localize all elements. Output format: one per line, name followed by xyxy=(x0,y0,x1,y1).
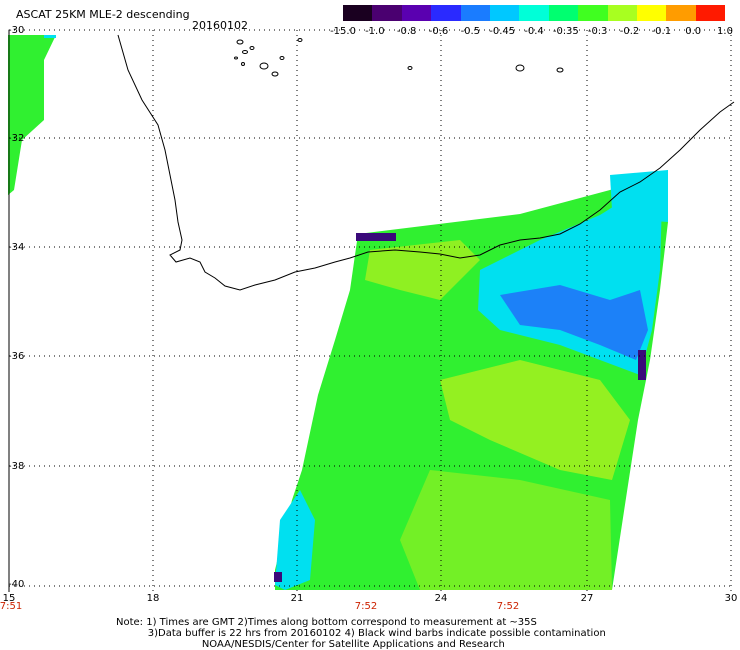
swath-area xyxy=(8,35,56,195)
swath-area xyxy=(610,170,668,222)
map-title: ASCAT 25KM MLE-2 descending xyxy=(16,8,190,21)
colorbar-swatch xyxy=(578,5,608,21)
colorbar-swatch xyxy=(401,5,432,21)
note-line-1: Note: 1) Times are GMT 2)Times along bot… xyxy=(116,617,537,628)
colorbar-swatch xyxy=(372,5,402,21)
colorbar-label: -0.5 xyxy=(460,26,481,37)
swath-contamination xyxy=(638,350,646,380)
island-outline xyxy=(259,62,269,70)
colorbar-label: -0.6 xyxy=(428,26,449,37)
lon-label-30: 30 xyxy=(724,593,738,604)
lat-label-38: -38 xyxy=(8,461,25,472)
colorbar-label: -15.0 xyxy=(330,26,356,37)
lat-label-40: -40 xyxy=(8,579,25,590)
colorbar-swatch xyxy=(636,5,667,21)
colorbar-label: -0.35 xyxy=(552,26,579,37)
footnotes: Note: 1) Times are GMT 2)Times along bot… xyxy=(116,617,606,650)
colorbar-swatch xyxy=(519,5,549,21)
swath-area xyxy=(44,35,56,38)
island-outline xyxy=(271,71,279,77)
colorbar-swatch xyxy=(489,5,520,21)
colorbar xyxy=(343,5,726,21)
lat-label-36: -36 xyxy=(8,351,25,362)
time-label: 7:51 xyxy=(0,601,23,612)
swath-area xyxy=(500,285,648,360)
lat-label-32: -32 xyxy=(8,133,25,144)
colorbar-label: -0.4 xyxy=(524,26,544,37)
colorbar-swatch xyxy=(431,5,461,21)
coastline xyxy=(117,34,735,291)
grid-lines xyxy=(8,29,732,592)
colorbar-label: -0.1 xyxy=(651,26,672,37)
lat-label-34: -34 xyxy=(8,242,25,253)
colorbar-swatch xyxy=(607,5,637,21)
lon-label-15: 15 xyxy=(2,593,16,604)
swath-area xyxy=(400,470,612,590)
colorbar-swatch xyxy=(666,5,696,21)
coastline-path xyxy=(117,34,735,291)
colorbar-label: -0.8 xyxy=(396,26,417,37)
island-outline xyxy=(236,39,244,45)
time-label: 7:52 xyxy=(354,601,378,612)
colorbar-label: -0.3 xyxy=(587,26,608,37)
colorbar-label: -0.45 xyxy=(489,26,516,37)
swath-contamination xyxy=(356,233,396,241)
island-outline xyxy=(241,62,245,66)
note-line-3: NOAA/NESDIS/Center for Satellite Applica… xyxy=(201,639,505,650)
island-outline xyxy=(249,46,255,50)
map-date: 20160102 xyxy=(192,19,248,32)
island-outline xyxy=(407,66,413,70)
lon-label-24: 24 xyxy=(434,593,448,604)
swath-data xyxy=(8,35,668,590)
island-outline xyxy=(515,64,525,72)
island-outline xyxy=(297,38,303,42)
colorbar-labels: -15.0 -1.0 -0.8 -0.6 -0.5 -0.45 -0.4 -0.35 -0.3-… xyxy=(330,26,740,38)
colorbar-swatch xyxy=(343,5,373,21)
colorbar-label: -0.2 xyxy=(619,26,640,37)
lon-label-21: 21 xyxy=(290,593,304,604)
colorbar-swatch xyxy=(548,5,579,21)
colorbar-label: 0.0 xyxy=(685,26,702,37)
time-label: 7:52 xyxy=(496,601,520,612)
swath-area xyxy=(440,360,630,480)
swath-area xyxy=(365,240,480,300)
note-line-2: 3)Data buffer is 22 hrs from 20160102 4)… xyxy=(147,628,606,639)
lat-label-30: -30 xyxy=(8,25,25,36)
swath-contamination xyxy=(274,572,282,582)
island-outline xyxy=(556,67,564,73)
colorbar-label: 1.0 xyxy=(717,26,733,37)
colorbar-label: -1.0 xyxy=(365,26,385,37)
colorbar-swatch xyxy=(695,5,726,21)
island-outline xyxy=(279,56,285,60)
swath-area xyxy=(275,490,315,590)
lon-label-27: 27 xyxy=(580,593,594,604)
lon-label-18: 18 xyxy=(146,593,160,604)
island-outline xyxy=(234,56,238,60)
colorbar-swatch xyxy=(460,5,490,21)
island-outline xyxy=(242,50,248,54)
